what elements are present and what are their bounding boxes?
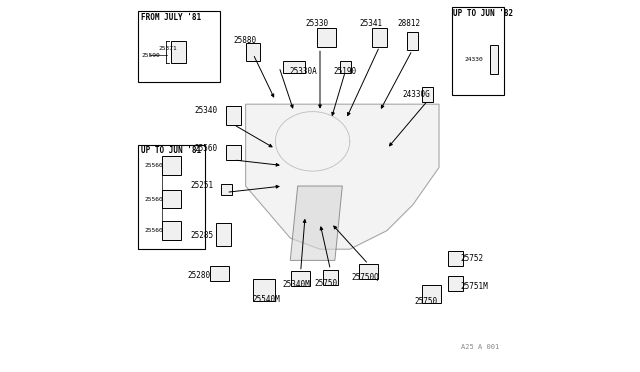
Bar — [291, 271, 310, 286]
Text: FROM JULY '81: FROM JULY '81 — [141, 13, 202, 22]
Text: 25750: 25750 — [314, 279, 337, 288]
Text: 25330: 25330 — [305, 19, 328, 28]
Text: 25251: 25251 — [191, 181, 214, 190]
Text: A25 A 001: A25 A 001 — [461, 344, 499, 350]
Text: 24330G: 24330G — [403, 90, 430, 99]
Text: 25340M: 25340M — [282, 280, 310, 289]
Bar — [138, 11, 220, 82]
Bar — [162, 156, 180, 175]
Text: 25751M: 25751M — [461, 282, 488, 291]
Text: UP TO JUN '82: UP TO JUN '82 — [453, 9, 513, 18]
Polygon shape — [291, 186, 342, 260]
Text: 25750: 25750 — [415, 297, 438, 306]
Bar — [340, 61, 351, 73]
Bar — [449, 276, 463, 291]
Bar — [162, 221, 180, 240]
Bar — [138, 145, 205, 249]
Text: 25560: 25560 — [144, 196, 163, 202]
Text: 24330: 24330 — [464, 57, 483, 62]
Polygon shape — [246, 104, 439, 249]
Text: 25340: 25340 — [195, 106, 218, 115]
Bar — [452, 7, 504, 95]
Text: 25341: 25341 — [360, 19, 383, 28]
Text: 25560: 25560 — [144, 228, 163, 233]
Text: 25880: 25880 — [234, 36, 257, 45]
Text: 25285: 25285 — [191, 231, 214, 240]
Bar — [253, 279, 275, 301]
Bar — [449, 251, 463, 266]
Bar — [323, 270, 338, 285]
Text: 25371: 25371 — [158, 46, 177, 51]
Bar — [246, 43, 260, 61]
Text: 25560: 25560 — [195, 144, 218, 153]
Bar — [422, 285, 441, 303]
Bar — [227, 145, 241, 160]
Bar — [406, 32, 418, 50]
Bar — [172, 41, 186, 63]
Text: 25330A: 25330A — [289, 67, 317, 76]
Text: 25540M: 25540M — [252, 295, 280, 304]
Bar — [283, 61, 305, 73]
Bar — [359, 264, 378, 279]
Text: 25750Q: 25750Q — [351, 273, 380, 282]
Text: 25560: 25560 — [144, 163, 163, 168]
Text: 25590: 25590 — [141, 52, 160, 58]
Bar — [221, 184, 232, 195]
Bar — [372, 28, 387, 46]
Bar — [216, 223, 231, 246]
Bar — [211, 266, 229, 281]
Bar — [422, 87, 433, 102]
Bar — [490, 45, 498, 74]
Text: 25280: 25280 — [187, 271, 211, 280]
Text: 25752: 25752 — [461, 254, 484, 263]
Text: 25190: 25190 — [333, 67, 357, 76]
Bar — [227, 106, 241, 125]
Text: 28812: 28812 — [397, 19, 420, 28]
Bar — [317, 28, 336, 46]
Bar — [162, 190, 180, 208]
Text: UP TO JUN '81: UP TO JUN '81 — [141, 146, 202, 155]
